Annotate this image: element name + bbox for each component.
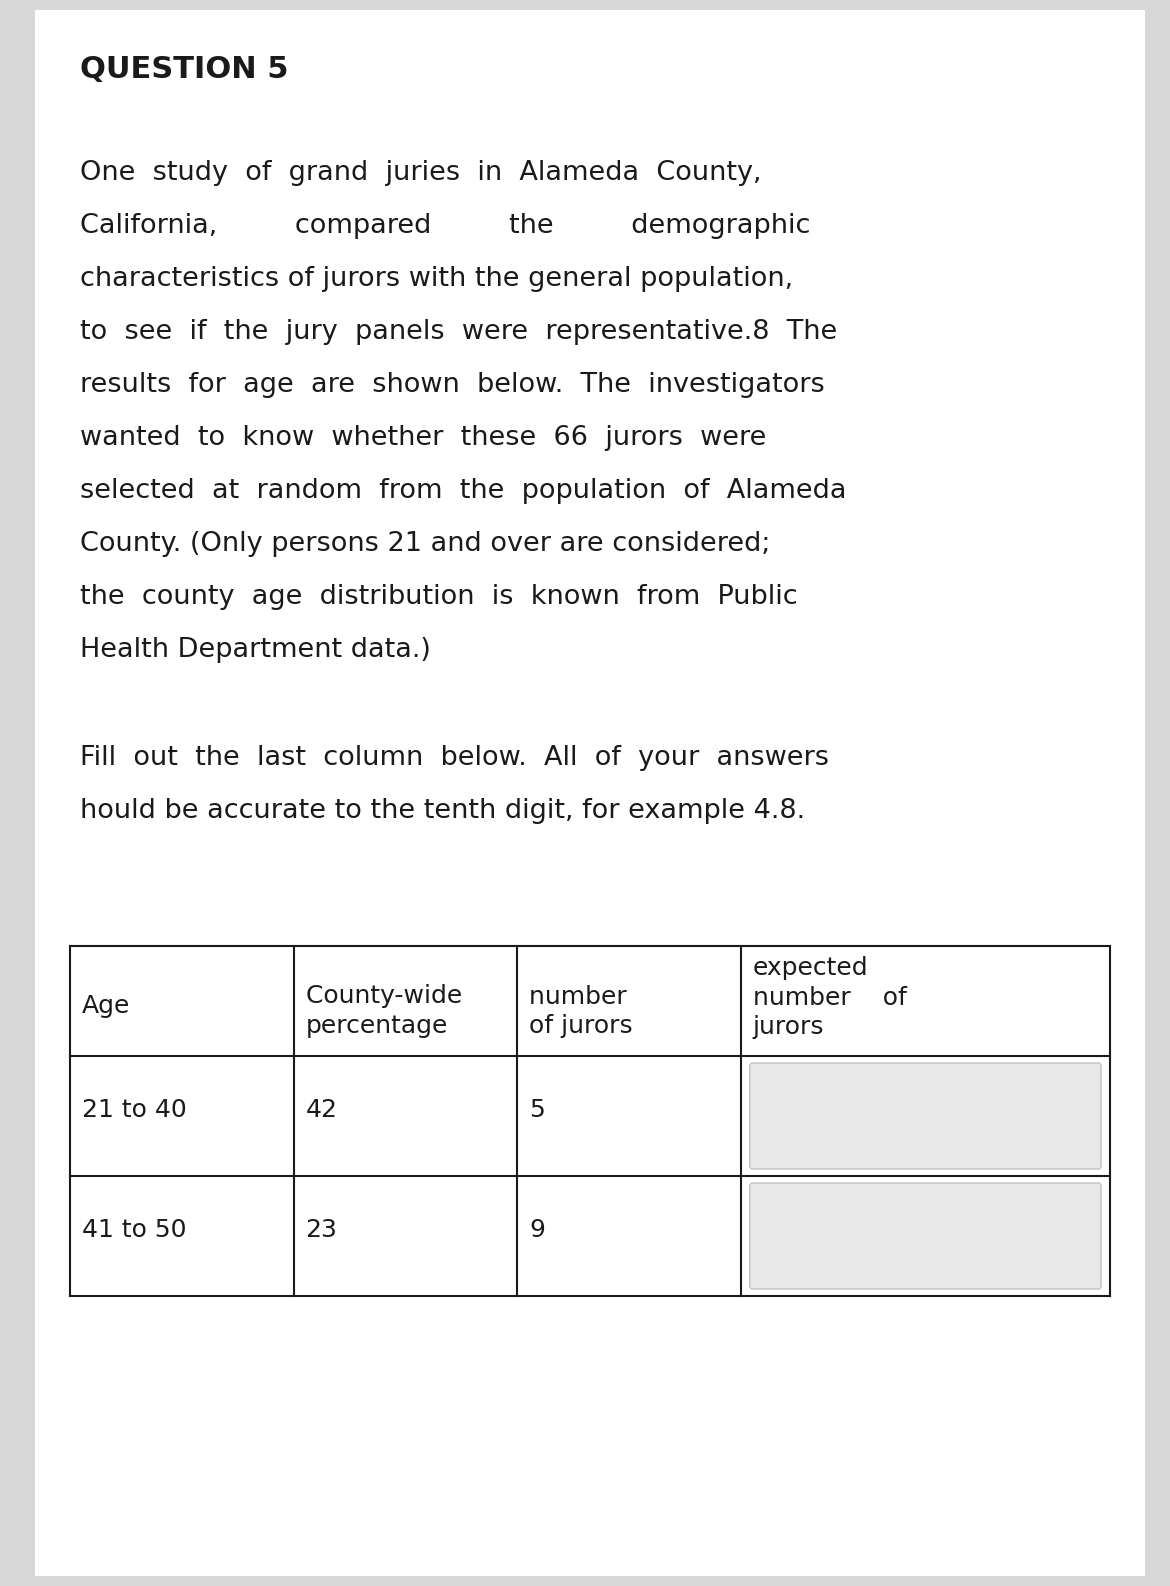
FancyBboxPatch shape [750, 1183, 1101, 1289]
Text: 41 to 50: 41 to 50 [82, 1218, 186, 1242]
Text: Age: Age [82, 994, 130, 1018]
Text: QUESTION 5: QUESTION 5 [80, 56, 289, 84]
Text: County-wide 
percentage: County-wide percentage [305, 985, 470, 1039]
Text: 42: 42 [305, 1098, 338, 1121]
Text: 21 to 40: 21 to 40 [82, 1098, 187, 1121]
Text: 23: 23 [305, 1218, 337, 1242]
FancyBboxPatch shape [750, 1063, 1101, 1169]
Text: California,         compared         the         demographic: California, compared the demographic [80, 213, 811, 239]
Text: Health Department data.): Health Department data.) [80, 638, 431, 663]
Text: the  county  age  distribution  is  known  from  Public: the county age distribution is known fro… [80, 584, 798, 611]
Text: 9: 9 [529, 1218, 545, 1242]
Text: characteristics of jurors with the general population,: characteristics of jurors with the gener… [80, 266, 793, 292]
Text: to  see  if  the  jury  panels  were  representative.8  The: to see if the jury panels were represent… [80, 319, 838, 346]
Text: County. (Only persons 21 and over are considered;: County. (Only persons 21 and over are co… [80, 531, 770, 557]
Text: wanted  to  know  whether  these  66  jurors  were: wanted to know whether these 66 jurors w… [80, 425, 766, 450]
Text: expected
number    of
jurors: expected number of jurors [752, 956, 907, 1039]
Text: hould be accurate to the tenth digit, for example 4.8.: hould be accurate to the tenth digit, fo… [80, 798, 805, 825]
Text: selected  at  random  from  the  population  of  Alameda: selected at random from the population o… [80, 477, 847, 504]
Text: results  for  age  are  shown  below.  The  investigators: results for age are shown below. The inv… [80, 373, 825, 398]
Text: number 
of jurors: number of jurors [529, 985, 635, 1039]
Text: One  study  of  grand  juries  in  Alameda  County,: One study of grand juries in Alameda Cou… [80, 160, 762, 186]
Text: Fill  out  the  last  column  below.  All  of  your  answers: Fill out the last column below. All of y… [80, 745, 830, 771]
Text: 5: 5 [529, 1098, 545, 1121]
